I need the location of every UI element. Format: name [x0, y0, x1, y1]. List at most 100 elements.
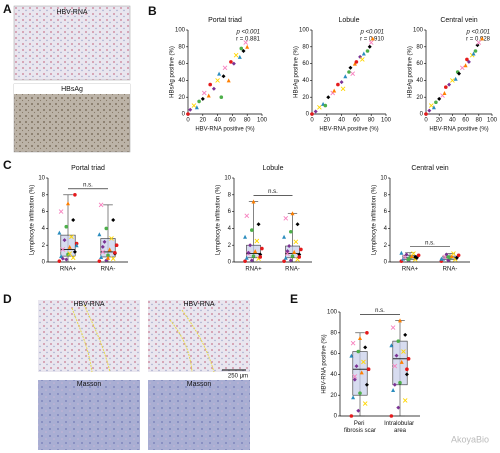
- data-point: [431, 105, 436, 110]
- data-point: [411, 251, 416, 256]
- y-tick-label: 2: [384, 243, 388, 249]
- data-point: [358, 391, 362, 395]
- y-tick-label: 80: [302, 44, 309, 50]
- data-point: [107, 247, 112, 252]
- data-point: [260, 246, 264, 251]
- data-point: [250, 228, 254, 232]
- data-point: [289, 229, 293, 234]
- data-point: [221, 74, 226, 79]
- y-tick-label: 20: [302, 95, 309, 101]
- region-outline: [71, 304, 111, 373]
- x-tick-label: 20: [436, 118, 443, 124]
- y-tick-label: 100: [299, 28, 310, 34]
- box: [392, 340, 408, 386]
- x-tick-label: 40: [449, 118, 456, 124]
- data-point: [197, 99, 201, 104]
- data-point: [475, 43, 480, 48]
- x-tick-label: 60: [229, 118, 236, 124]
- micrograph: [148, 380, 250, 450]
- x-axis-label: HBV-RNA positive (%): [429, 127, 488, 133]
- data-point: [283, 255, 288, 260]
- y-tick-label: 8: [228, 192, 232, 198]
- data-point: [398, 380, 402, 385]
- data-point: [251, 254, 256, 258]
- data-point: [349, 414, 354, 418]
- data-point: [310, 112, 314, 116]
- y-tick-label: 4: [42, 226, 46, 232]
- data-point: [110, 256, 116, 261]
- panel-label: A: [3, 2, 12, 16]
- data-point: [283, 216, 289, 221]
- x-tick-label: 100: [381, 118, 392, 124]
- y-axis-label: HBsAg positive (%): [294, 46, 300, 98]
- data-point: [456, 253, 461, 258]
- x-tick-label: RNA+: [60, 267, 77, 273]
- y-tick-label: 0: [182, 112, 186, 118]
- y-tick-label: 0: [228, 260, 232, 266]
- data-point: [447, 82, 452, 87]
- y-tick-label: 0: [42, 260, 46, 266]
- data-point: [444, 85, 448, 89]
- data-point: [392, 382, 397, 387]
- data-point: [188, 107, 193, 112]
- data-point: [326, 95, 331, 100]
- data-point: [66, 201, 70, 206]
- data-point: [109, 236, 114, 241]
- data-point: [313, 109, 318, 114]
- data-point: [359, 370, 364, 375]
- data-point: [463, 63, 468, 68]
- data-point: [57, 230, 62, 235]
- data-point: [416, 253, 421, 258]
- data-point: [473, 49, 478, 53]
- y-tick-label: 60: [178, 61, 185, 67]
- data-point: [243, 234, 248, 239]
- panel-label: C: [3, 158, 12, 172]
- data-point: [290, 254, 295, 258]
- y-tick-label: 60: [330, 351, 337, 357]
- data-point: [365, 49, 370, 53]
- micrograph: [38, 380, 140, 450]
- data-point: [457, 71, 461, 76]
- data-point: [104, 226, 109, 231]
- panel-label: D: [3, 292, 12, 306]
- chart-title: Lobule: [338, 17, 359, 24]
- image-title: Masson: [77, 381, 102, 388]
- data-point: [454, 255, 459, 260]
- x-tick-label: 100: [487, 118, 498, 124]
- data-point: [211, 86, 216, 91]
- data-point: [399, 250, 404, 255]
- x-tick-label: 100: [257, 118, 268, 124]
- x-tick-label: 80: [368, 118, 375, 124]
- data-point: [367, 44, 372, 49]
- y-tick-label: 6: [228, 209, 232, 215]
- data-point: [405, 367, 409, 372]
- y-tick-label: 20: [178, 95, 185, 101]
- y-tick-label: 6: [42, 209, 46, 215]
- data-point: [241, 49, 246, 53]
- y-tick-label: 20: [330, 393, 337, 399]
- watermark: AkoyaBio: [451, 434, 489, 444]
- y-tick-label: 40: [416, 78, 423, 84]
- data-point: [67, 251, 73, 256]
- data-point: [437, 96, 442, 101]
- data-point: [222, 65, 228, 71]
- x-tick-label: Peri fibrosis scar: [344, 421, 376, 434]
- panel-label: E: [290, 292, 298, 306]
- data-point: [99, 254, 104, 259]
- data-point: [362, 401, 368, 406]
- data-point: [72, 249, 77, 254]
- image-header: [14, 84, 130, 94]
- data-point: [471, 51, 476, 56]
- data-point: [480, 36, 485, 41]
- data-point: [350, 71, 356, 76]
- data-point: [352, 61, 357, 66]
- y-tick-label: 10: [38, 176, 45, 182]
- data-point: [71, 218, 76, 222]
- data-point: [414, 255, 419, 260]
- data-point: [391, 388, 396, 392]
- data-point: [354, 364, 359, 369]
- data-point: [248, 243, 253, 248]
- data-point: [451, 251, 456, 256]
- data-point: [233, 52, 239, 58]
